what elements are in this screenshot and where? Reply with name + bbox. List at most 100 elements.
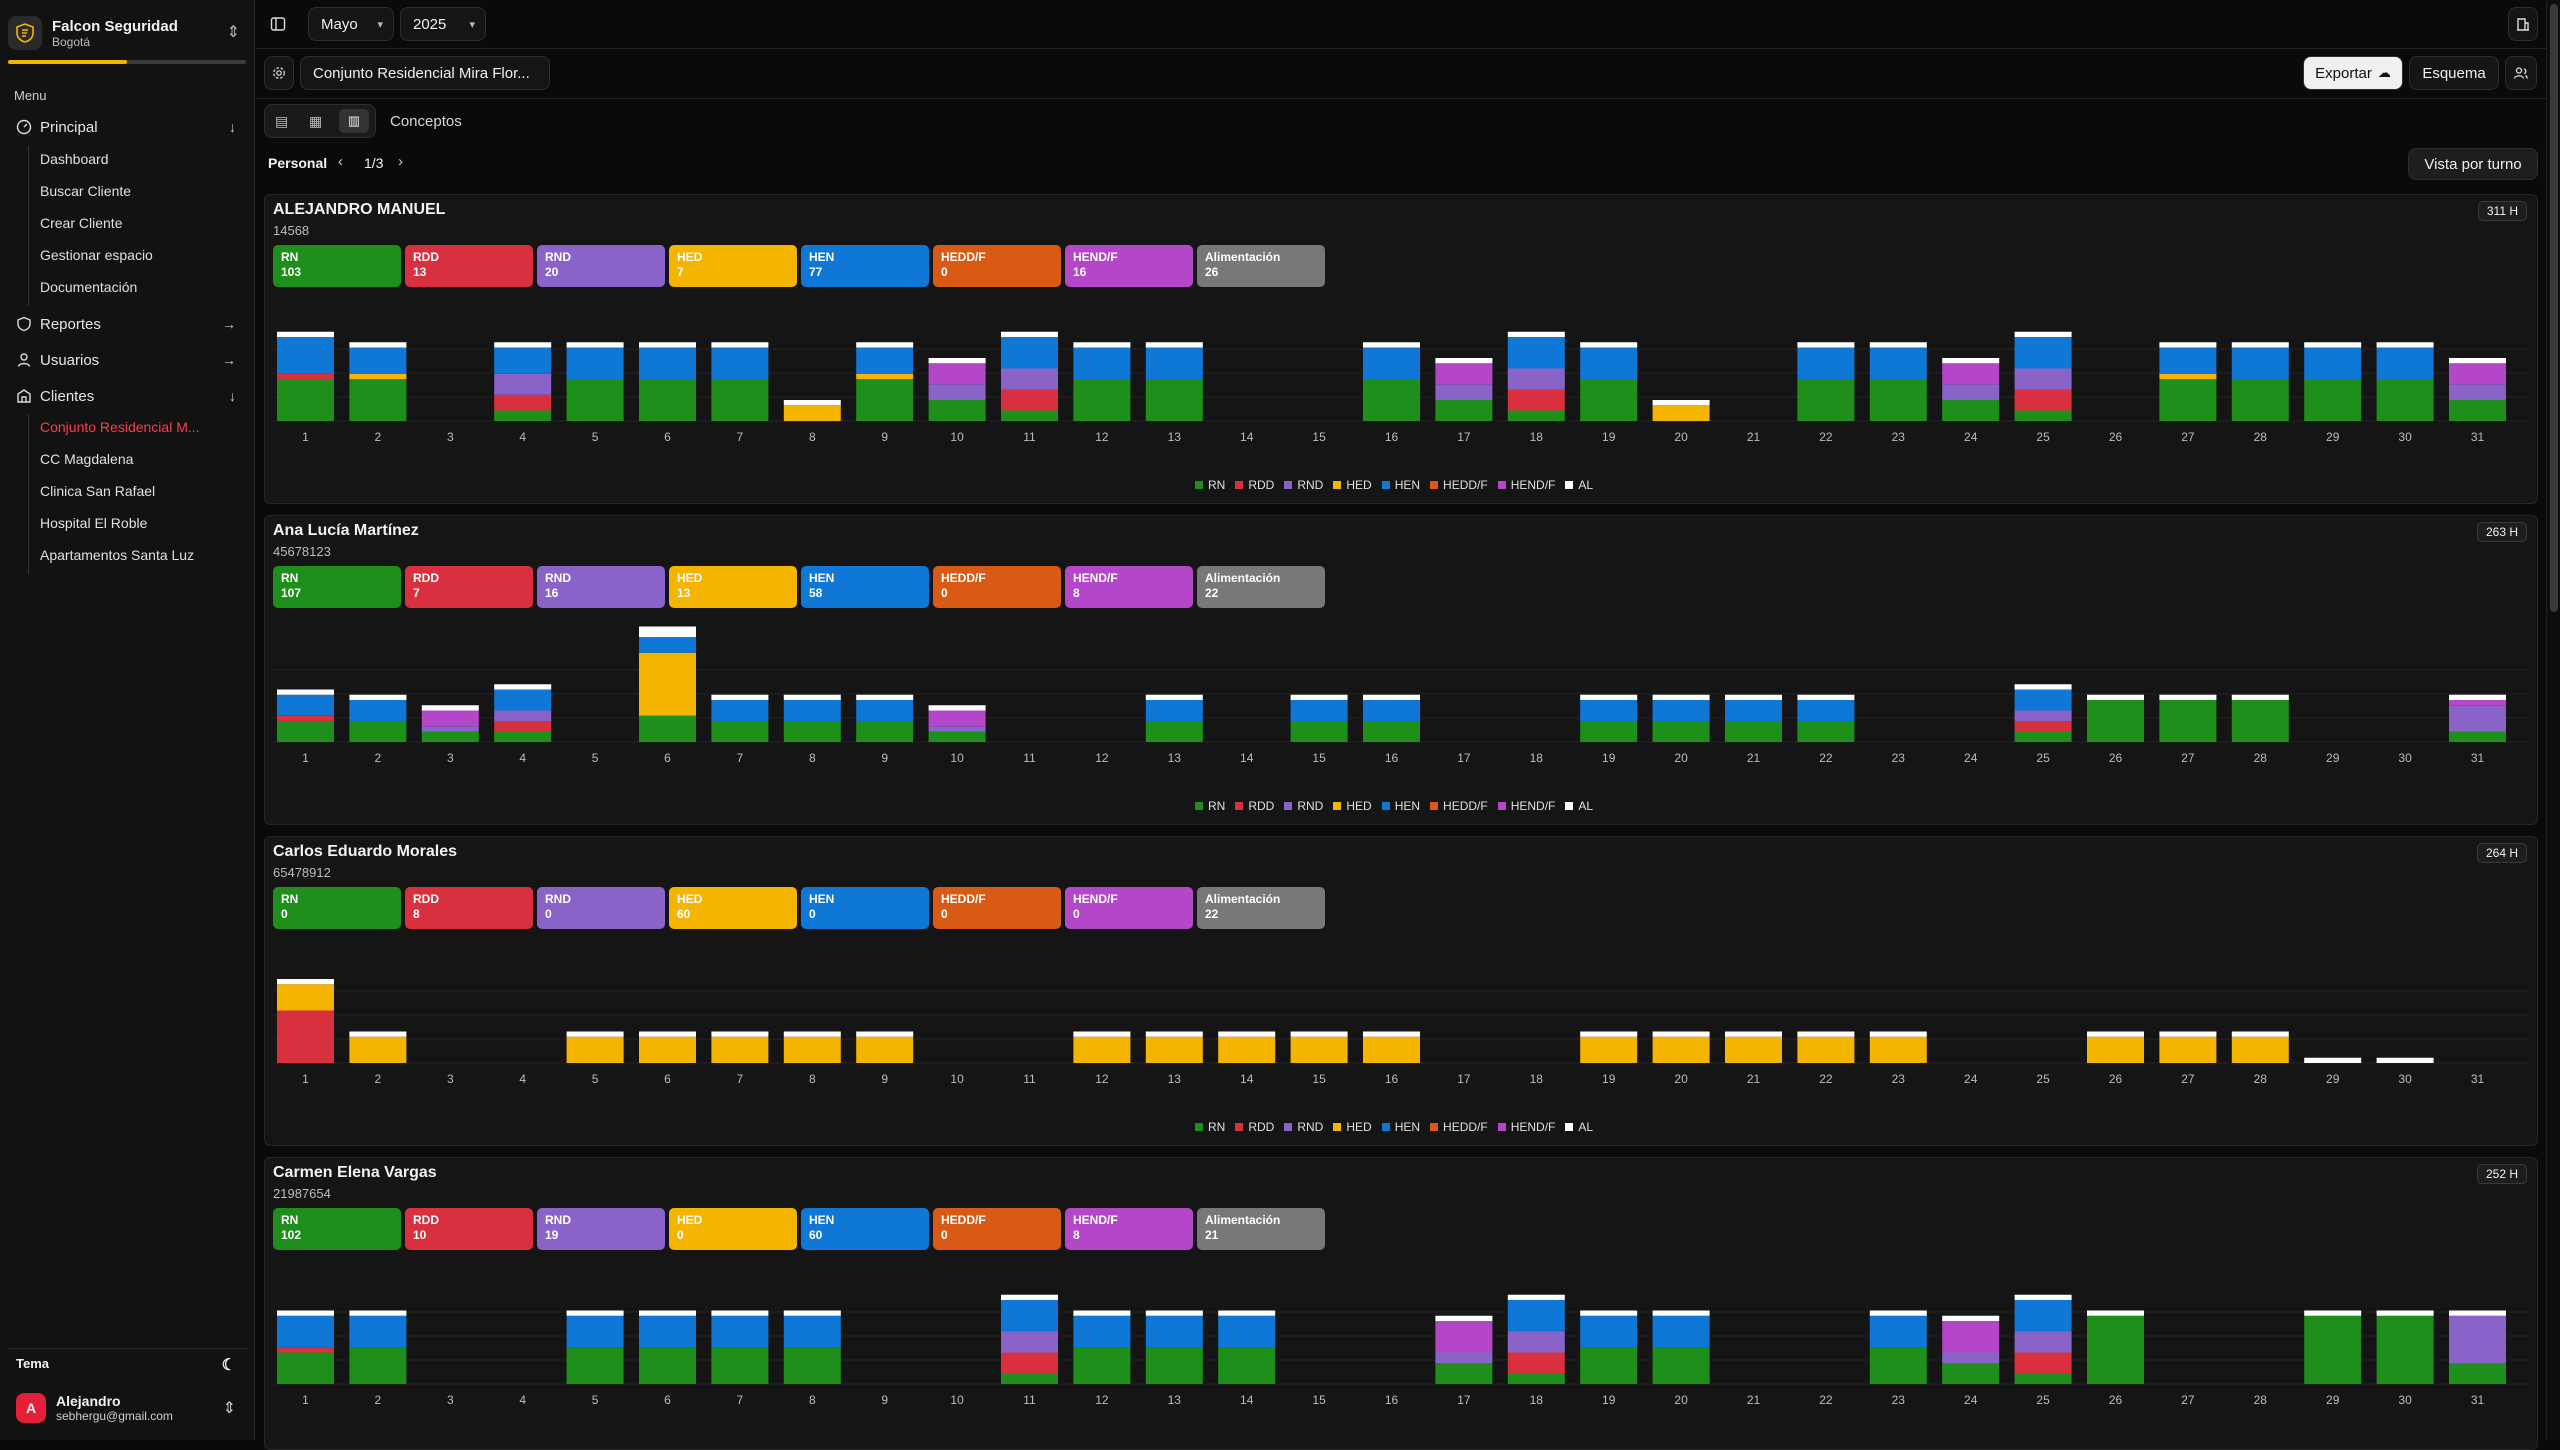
export-button[interactable]: Exportar ☁ xyxy=(2303,56,2403,90)
bar-segment-hen[interactable] xyxy=(2231,347,2289,380)
bar-segment-hen[interactable] xyxy=(711,347,769,380)
bar-segment-al[interactable] xyxy=(2449,694,2506,700)
bar-segment-rn[interactable] xyxy=(1363,379,1420,421)
bar-segment-rn[interactable] xyxy=(2376,1315,2434,1384)
bar-segment-al[interactable] xyxy=(1942,1315,2000,1321)
next-page-icon[interactable]: › xyxy=(398,153,403,170)
bar-segment-rdd[interactable] xyxy=(2014,1352,2072,1374)
bar-segment-rn[interactable] xyxy=(928,400,986,421)
schema-button[interactable]: Esquema xyxy=(2409,56,2499,90)
bar-segment-rn[interactable] xyxy=(2087,700,2144,742)
bar-segment-al[interactable] xyxy=(421,705,479,711)
bar-segment-al[interactable] xyxy=(856,694,914,700)
bar-segment-rnd[interactable] xyxy=(421,726,479,732)
bar-segment-al[interactable] xyxy=(711,342,769,348)
theme-toggle[interactable]: Tema ☾ xyxy=(8,1348,248,1374)
bar-segment-rn[interactable] xyxy=(1652,1347,1710,1384)
bar-segment-hendf[interactable] xyxy=(2449,363,2506,385)
bar-segment-rnd[interactable] xyxy=(1507,1331,1565,1353)
bar-segment-rn[interactable] xyxy=(1869,1347,1927,1384)
bar-segment-rnd[interactable] xyxy=(2014,1331,2072,1353)
bar-segment-rdd[interactable] xyxy=(1001,1352,1058,1374)
bar-segment-hen[interactable] xyxy=(639,637,696,653)
bar-segment-al[interactable] xyxy=(1290,694,1348,700)
table-view-icon[interactable]: ▤ xyxy=(275,112,289,129)
bar-segment-hendf[interactable] xyxy=(2449,700,2506,706)
bar-segment-al[interactable] xyxy=(1869,342,1927,348)
bar-segment-al[interactable] xyxy=(1073,1031,1131,1037)
bar-segment-hed[interactable] xyxy=(1652,1036,1710,1063)
bar-segment-hen[interactable] xyxy=(1507,1300,1565,1332)
bar-segment-rn[interactable] xyxy=(928,731,986,743)
bar-segment-rdd[interactable] xyxy=(277,715,334,721)
bar-segment-hen[interactable] xyxy=(566,347,624,380)
bar-segment-hed[interactable] xyxy=(711,1036,769,1063)
year-select[interactable]: 2025 ▾ xyxy=(400,7,486,41)
bar-segment-hed[interactable] xyxy=(2231,1036,2289,1063)
sidebar-item-client-2[interactable]: CC Magdalena xyxy=(40,451,134,467)
user-menu[interactable]: A Alejandro sebhergu@gmail.com ⇕ xyxy=(8,1386,248,1430)
bar-segment-hed[interactable] xyxy=(783,405,841,421)
bar-segment-hed[interactable] xyxy=(1218,1036,1276,1063)
bar-segment-rn[interactable] xyxy=(2087,1315,2144,1384)
bar-segment-al[interactable] xyxy=(856,342,914,348)
bar-segment-rnd[interactable] xyxy=(494,710,552,722)
bar-segment-rn[interactable] xyxy=(639,715,696,742)
bar-segment-rnd[interactable] xyxy=(1001,1331,1058,1353)
bar-segment-hen[interactable] xyxy=(566,1315,624,1348)
bar-segment-hen[interactable] xyxy=(1145,1315,1203,1348)
bar-segment-al[interactable] xyxy=(566,342,624,348)
bar-segment-hen[interactable] xyxy=(2376,347,2434,380)
bar-segment-al[interactable] xyxy=(349,342,407,348)
bar-segment-hed[interactable] xyxy=(1363,1036,1420,1063)
bar-segment-al[interactable] xyxy=(2449,358,2506,364)
bar-segment-al[interactable] xyxy=(1001,331,1058,337)
bar-segment-hen[interactable] xyxy=(1001,337,1058,369)
bar-segment-rn[interactable] xyxy=(1145,379,1203,421)
sidebar-item-client-4[interactable]: Hospital El Roble xyxy=(40,515,148,531)
bar-segment-hen[interactable] xyxy=(1145,700,1203,721)
bar-segment-al[interactable] xyxy=(349,694,407,700)
bar-segment-rdd[interactable] xyxy=(1507,1352,1565,1374)
bar-segment-rn[interactable] xyxy=(1073,379,1131,421)
bar-segment-rnd[interactable] xyxy=(1942,1352,2000,1364)
bar-segment-al[interactable] xyxy=(1145,342,1203,348)
bar-segment-al[interactable] xyxy=(2376,1310,2434,1316)
bar-segment-al[interactable] xyxy=(1652,1031,1710,1037)
bar-segment-rn[interactable] xyxy=(711,1347,769,1384)
bar-segment-rn[interactable] xyxy=(2449,1363,2506,1384)
bar-segment-hed[interactable] xyxy=(1652,405,1710,421)
bar-segment-hed[interactable] xyxy=(1145,1036,1203,1063)
bar-segment-rn[interactable] xyxy=(277,721,334,742)
bar-segment-al[interactable] xyxy=(856,1031,914,1037)
bar-segment-al[interactable] xyxy=(639,1031,696,1037)
bar-segment-hed[interactable] xyxy=(1797,1036,1855,1063)
bar-segment-rn[interactable] xyxy=(1145,1347,1203,1384)
bar-segment-hen[interactable] xyxy=(1218,1315,1276,1348)
bar-segment-rn[interactable] xyxy=(639,1347,696,1384)
bar-segment-hen[interactable] xyxy=(2014,337,2072,369)
bar-segment-rnd[interactable] xyxy=(1001,368,1058,390)
bar-segment-al[interactable] xyxy=(1145,1031,1203,1037)
bar-segment-hen[interactable] xyxy=(1580,347,1638,380)
bar-segment-rnd[interactable] xyxy=(494,373,552,395)
bar-segment-hendf[interactable] xyxy=(1435,363,1493,385)
prev-page-icon[interactable]: ‹ xyxy=(338,153,343,170)
bar-segment-hen[interactable] xyxy=(349,1315,407,1348)
bar-segment-rn[interactable] xyxy=(711,721,769,742)
bar-segment-al[interactable] xyxy=(277,689,334,695)
bar-segment-al[interactable] xyxy=(566,1031,624,1037)
bar-segment-rn[interactable] xyxy=(2159,700,2217,742)
bar-segment-hen[interactable] xyxy=(1145,347,1203,380)
bar-segment-rnd[interactable] xyxy=(1435,1352,1493,1364)
shift-view-button[interactable]: Vista por turno xyxy=(2408,148,2538,180)
bar-segment-al[interactable] xyxy=(1725,694,1782,700)
bar-segment-hed[interactable] xyxy=(1580,1036,1638,1063)
bar-segment-hed[interactable] xyxy=(856,373,914,379)
bar-segment-al[interactable] xyxy=(1580,342,1638,348)
bar-segment-hen[interactable] xyxy=(1073,347,1131,380)
bar-segment-al[interactable] xyxy=(2376,342,2434,348)
sidebar-item-buscar-cliente[interactable]: Buscar Cliente xyxy=(40,183,132,199)
bar-segment-hendf[interactable] xyxy=(928,363,986,385)
month-select[interactable]: Mayo ▾ xyxy=(308,7,394,41)
